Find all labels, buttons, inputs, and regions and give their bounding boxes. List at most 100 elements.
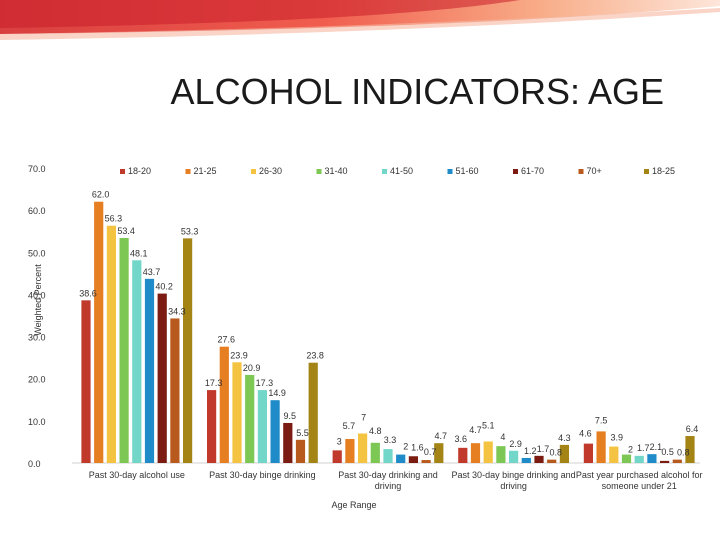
data-label: 5.7 [343,421,356,431]
legend-swatch-26-30 [251,169,256,174]
data-label: 0.7 [424,447,437,457]
bar-26-30-group-2 [232,362,242,463]
data-label: 1.2 [524,446,537,456]
legend-swatch-51-60 [447,169,453,174]
decorative-header-band [0,0,720,42]
category-label: Past 30-day binge drinking [209,470,316,480]
bar-51-60-group-5 [647,454,657,463]
y-tick-label: 0.0 [28,459,41,469]
data-label: 7 [361,413,366,423]
data-label: 17.3 [205,378,223,388]
category-label: someone under 21 [602,481,677,491]
y-tick-label: 50.0 [28,248,46,258]
data-label: 3 [337,436,342,446]
bar-70+-group-5 [672,459,682,463]
data-label: 2.1 [650,442,663,452]
bar-18-20-group-4 [458,447,468,463]
bar-31-40-group-1 [119,237,129,463]
data-label: 56.3 [105,214,123,224]
data-label: 4.3 [558,433,571,443]
bar-21-25-group-2 [219,346,229,463]
bar-31-40-group-5 [621,454,632,463]
bar-18-25-group-2 [308,362,318,463]
bar-18-20-group-2 [207,390,217,463]
category-label: Past 30-day alcohol use [89,470,185,480]
legend-swatch-21-25 [185,169,191,174]
data-label: 3.9 [611,433,624,443]
data-label: 5.1 [482,421,495,431]
legend-swatch-18-25 [644,169,649,174]
data-label: 23.8 [306,351,324,361]
bar-26-30-group-4 [483,441,493,463]
legend-swatch-18-20 [120,169,125,174]
data-label: 3.3 [384,435,397,445]
category-label: driving [375,481,402,491]
bar-18-25-group-4 [559,444,569,463]
data-label: 1.6 [411,442,424,452]
data-label: 4.6 [579,429,592,439]
bar-18-25-group-1 [183,238,193,463]
data-label: 7.5 [595,415,608,425]
slide-title: ALCOHOL INDICATORS: AGE [170,71,664,112]
bar-41-50-group-4 [509,450,519,463]
bar-61-70-group-1 [157,293,167,463]
data-label: 4.7 [469,425,482,435]
data-label: 34.3 [168,306,186,316]
legend-label-70+: 70+ [587,166,602,176]
legend-label-51-60: 51-60 [456,166,479,176]
bar-31-40-group-3 [370,442,380,463]
bar-21-25-group-1 [94,201,104,463]
bar-41-50-group-2 [257,390,267,463]
bar-26-30-group-5 [609,446,619,463]
bar-61-70-group-3 [408,456,418,463]
legend-label-21-25: 21-25 [194,166,217,176]
bar-51-60-group-4 [521,457,531,463]
data-label: 20.9 [243,363,261,373]
bar-51-60-group-3 [396,454,406,463]
data-label: 0.5 [661,447,674,457]
data-label: 4 [500,432,505,442]
data-label: 2 [628,445,633,455]
data-label: 5.5 [296,428,309,438]
legend-swatch-61-70 [513,169,518,174]
bar-51-60-group-1 [144,278,155,463]
legend-label-18-25: 18-25 [652,166,675,176]
bar-70+-group-1 [170,318,180,463]
bar-21-25-group-3 [345,438,355,463]
bar-51-60-group-2 [270,400,280,463]
data-label: 17.3 [256,378,274,388]
y-axis-title: Weighted Percent [33,264,43,336]
data-label: 6.4 [686,424,699,434]
data-label: 4.7 [435,431,448,441]
bar-41-50-group-5 [634,455,644,463]
data-label: 48.1 [130,248,148,258]
x-axis-title: Age Range [331,500,376,510]
y-tick-label: 20.0 [28,375,46,385]
bar-41-50-group-1 [132,260,142,463]
data-label: 62.0 [92,190,110,200]
legend-label-61-70: 61-70 [521,166,544,176]
bar-26-30-group-3 [358,433,368,463]
bar-61-70-group-4 [534,455,544,463]
y-tick-label: 60.0 [28,206,46,216]
data-label: 3.6 [455,434,468,444]
bar-18-20-group-3 [332,450,342,463]
legend-label-31-40: 31-40 [325,166,348,176]
category-label: Past 30-day drinking and [338,470,438,480]
category-label: driving [500,481,527,491]
data-label: 38.6 [79,288,97,298]
bar-61-70-group-5 [660,460,670,463]
data-label: 43.7 [143,267,161,277]
legend-swatch-31-40 [316,169,322,174]
data-label: 0.8 [677,448,690,458]
category-label: Past 30-day binge drinking and [452,470,576,480]
data-label: 1.7 [637,443,650,453]
legend-swatch-70+ [578,169,584,174]
bar-31-40-group-2 [245,374,255,463]
bar-26-30-group-1 [106,225,116,463]
data-label: 0.8 [549,448,562,458]
legend-swatch-41-50 [382,169,387,174]
data-label: 9.5 [284,411,297,421]
y-tick-label: 40.0 [28,290,46,300]
